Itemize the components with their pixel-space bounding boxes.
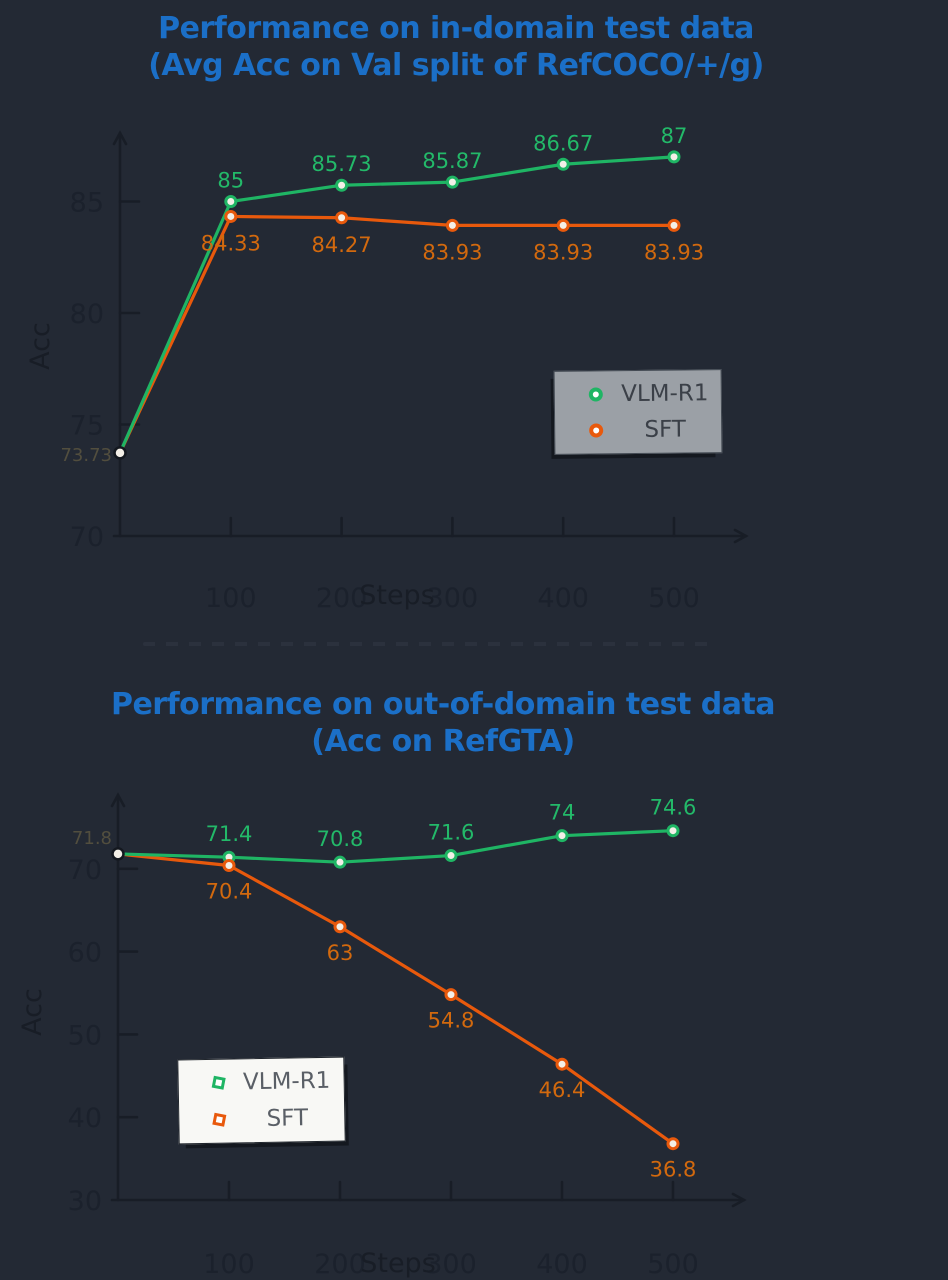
in-domain-legend: VLM-R1 SFT [553, 369, 723, 455]
start-data-point [113, 446, 127, 460]
series-line-vlm-r1 [118, 155, 676, 455]
data-point-label: 85 [217, 169, 244, 193]
data-point-label: 46.4 [539, 1078, 586, 1102]
y-axis-label: Acc [24, 322, 56, 370]
legend-row-vlm-r1: VLM-R1 [178, 1068, 343, 1097]
series-line-sft [118, 214, 676, 455]
data-point [444, 849, 458, 863]
out-of-domain-chart-title: Performance on out-of-domain test data (… [0, 686, 917, 760]
title-line-2: (Avg Acc on Val split of RefCOCO/+/g) [148, 48, 764, 83]
data-point [555, 829, 569, 843]
legend-label: VLM-R1 [621, 380, 709, 408]
y-axis-arrow-icon [110, 792, 126, 808]
data-point [333, 855, 347, 869]
legend-row-sft: SFT [555, 416, 721, 444]
y-axis-label: Acc [16, 988, 48, 1036]
legend-label: SFT [644, 416, 687, 443]
data-point [333, 920, 347, 934]
y-tick-label: 85 [70, 188, 104, 219]
data-point [667, 150, 681, 164]
data-point [224, 209, 238, 223]
data-point-label: 83.93 [644, 240, 704, 264]
x-tick-label: 200 [314, 1249, 366, 1280]
data-point [445, 218, 459, 232]
sft-marker-icon [212, 1112, 227, 1127]
data-point [335, 178, 349, 192]
data-point-label: 83.93 [422, 240, 482, 264]
in-domain-chart-title: Performance on in-domain test data (Avg … [0, 10, 930, 84]
x-tick-label: 200 [316, 583, 368, 614]
data-point [666, 824, 680, 838]
start-value-label: 71.8 [72, 828, 112, 849]
data-point [666, 1137, 680, 1151]
data-point [555, 1057, 569, 1071]
data-point-label: 70.4 [206, 879, 253, 903]
y-tick-label: 50 [68, 1020, 102, 1051]
y-tick-label: 70 [70, 522, 104, 553]
legend-label: VLM-R1 [242, 1068, 331, 1096]
data-point [335, 211, 349, 225]
start-data-point [111, 847, 125, 861]
data-point [224, 195, 238, 208]
x-tick-label: 300 [425, 1249, 477, 1280]
data-point-label: 87 [661, 124, 688, 148]
sft-marker-icon [589, 423, 604, 438]
legend-label: SFT [266, 1104, 309, 1132]
x-axis-arrow-icon [733, 528, 749, 544]
data-point-label: 54.8 [428, 1009, 475, 1033]
data-point [444, 988, 458, 1002]
data-point [445, 175, 459, 189]
out-of-domain-legend: VLM-R1 SFT [177, 1056, 346, 1145]
y-tick-label: 40 [68, 1103, 102, 1134]
y-tick-label: 60 [68, 938, 102, 969]
x-axis-arrow-icon [731, 1192, 747, 1208]
y-tick-label: 70 [68, 855, 102, 886]
start-value-label: 73.73 [60, 445, 112, 466]
title-line-1: Performance on in-domain test data [158, 11, 754, 46]
data-point-label: 71.6 [428, 821, 475, 845]
vlm-r1-marker-icon [211, 1076, 226, 1091]
data-point-label: 63 [327, 941, 354, 965]
x-axis-label: Steps [360, 1248, 436, 1279]
data-point-label: 84.33 [201, 231, 261, 255]
data-point-label: 36.8 [650, 1158, 697, 1182]
series-line-vlm-r1 [116, 829, 675, 864]
vlm-r1-marker-icon [588, 387, 603, 402]
data-point-label: 83.93 [533, 240, 593, 264]
data-point-label: 84.27 [312, 233, 372, 257]
data-point-label: 85.73 [312, 152, 372, 176]
data-point-label: 74 [549, 801, 576, 825]
dashed-divider [143, 642, 710, 646]
data-point [667, 218, 681, 232]
x-tick-label: 500 [647, 1249, 699, 1280]
data-point-label: 86.67 [533, 131, 593, 155]
data-point [556, 157, 570, 171]
data-point-label: 71.4 [206, 822, 253, 846]
x-tick-label: 500 [648, 583, 700, 614]
y-tick-label: 75 [70, 411, 104, 442]
data-point-label: 85.87 [422, 149, 482, 173]
in-domain-chart: 70 75 80 85 100 200 300 400 500 85 85.73 85.87 86.67… [60, 124, 749, 614]
data-point [556, 218, 570, 232]
y-tick-label: 30 [68, 1186, 102, 1217]
y-tick-label: 80 [70, 299, 104, 330]
series-line-sft [116, 852, 675, 1146]
data-point-label: 70.8 [317, 827, 364, 851]
x-tick-label: 100 [203, 1249, 255, 1280]
title-line-2: (Acc on RefGTA) [311, 724, 575, 759]
legend-row-vlm-r1: VLM-R1 [555, 380, 721, 408]
x-tick-label: 300 [427, 583, 479, 614]
title-line-1: Performance on out-of-domain test data [110, 687, 776, 722]
data-point [222, 858, 236, 872]
data-point-label: 74.6 [650, 796, 697, 820]
y-axis-arrow-icon [112, 130, 128, 146]
out-of-domain-chart: 30 40 50 60 70 100 200 300 400 500 71.4 70.8 71.6 74 7… [68, 792, 747, 1280]
x-tick-label: 100 [205, 583, 257, 614]
x-tick-label: 400 [537, 583, 589, 614]
x-axis-label: Steps [359, 580, 435, 611]
legend-row-sft: SFT [179, 1104, 344, 1133]
x-tick-label: 400 [536, 1249, 588, 1280]
